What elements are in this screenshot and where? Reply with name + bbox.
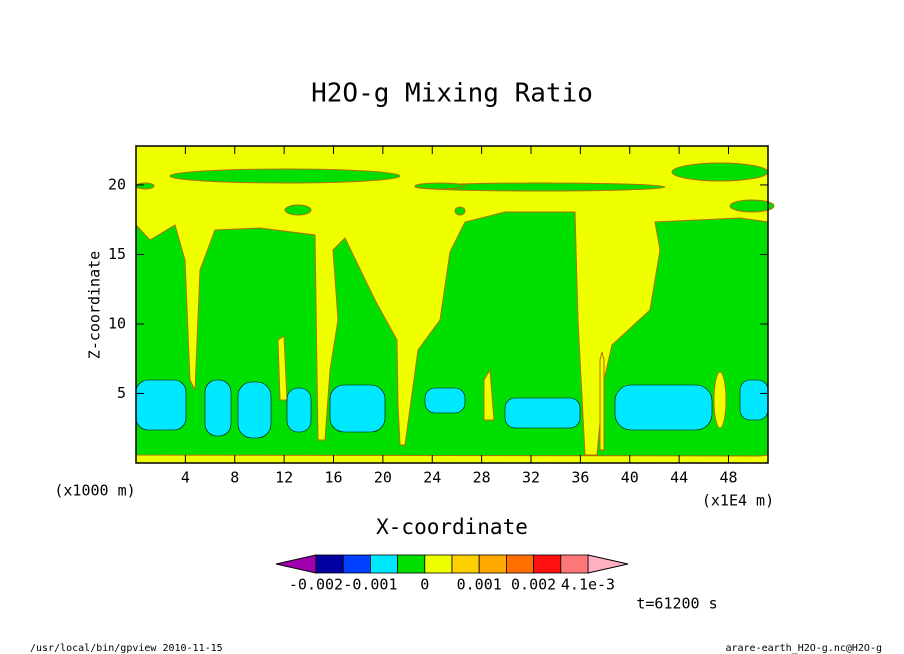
colorbar-box bbox=[369, 554, 398, 574]
colorbar: -0.002 -0.001 0 0.001 0.002 4.1e-3 bbox=[275, 554, 629, 594]
colorbar-tick-label: -0.001 bbox=[343, 576, 397, 594]
colorbar-tick-label: 0.002 bbox=[511, 576, 556, 594]
contour-field bbox=[135, 146, 775, 463]
colorbar-box bbox=[478, 554, 507, 574]
y-tick-label: 5 bbox=[117, 384, 126, 402]
x-tick-label: 40 bbox=[621, 469, 639, 487]
colorbar-box bbox=[424, 554, 453, 574]
y-tick-label: 10 bbox=[108, 314, 126, 332]
x-axis-label: X-coordinate bbox=[376, 515, 528, 539]
y-tick-label: 15 bbox=[108, 245, 126, 263]
cyan-regions bbox=[135, 379, 769, 439]
colorbar-tick-label: -0.002 bbox=[289, 576, 343, 594]
x-unit: (x1E4 m) bbox=[702, 492, 774, 510]
x-tick-label: 4 bbox=[181, 469, 190, 487]
colorbar-under bbox=[275, 554, 317, 574]
plot-frame bbox=[135, 145, 769, 464]
colorbar-box bbox=[505, 554, 534, 574]
x-tick-label: 16 bbox=[324, 469, 342, 487]
x-tick-label: 12 bbox=[275, 469, 293, 487]
footer-left: /usr/local/bin/gpview 2010-11-15 bbox=[30, 643, 223, 654]
colorbar-box bbox=[397, 554, 426, 574]
x-tick-label: 36 bbox=[571, 469, 589, 487]
colorbar-box bbox=[315, 554, 344, 574]
colorbar-box bbox=[342, 554, 371, 574]
colorbar-box bbox=[533, 554, 562, 574]
x-tick-label: 44 bbox=[670, 469, 688, 487]
colorbar-box bbox=[451, 554, 480, 574]
x-tick-label: 48 bbox=[719, 469, 737, 487]
x-tick-label: 24 bbox=[423, 469, 441, 487]
colorbar-box bbox=[560, 554, 589, 574]
x-tick-label: 32 bbox=[522, 469, 540, 487]
colorbar-tick-label: 0.001 bbox=[457, 576, 502, 594]
colorbar-tick-label: 0 bbox=[420, 576, 429, 594]
colorbar-over bbox=[587, 554, 629, 574]
time-label: t=61200 s bbox=[636, 595, 717, 613]
x-tick-label: 8 bbox=[230, 469, 239, 487]
footer-right: arare-earth_H2O-g.nc@H2O-g bbox=[725, 643, 882, 654]
x-tick-label: 20 bbox=[374, 469, 392, 487]
y-tick-label: 20 bbox=[108, 175, 126, 193]
colorbar-tick-label: 4.1e-3 bbox=[561, 576, 615, 594]
y-axis-label: Z-coordinate bbox=[86, 251, 104, 359]
x-tick-label: 28 bbox=[473, 469, 491, 487]
chart-title: H2O-g Mixing Ratio bbox=[311, 79, 593, 109]
y-unit: (x1000 m) bbox=[54, 482, 135, 500]
